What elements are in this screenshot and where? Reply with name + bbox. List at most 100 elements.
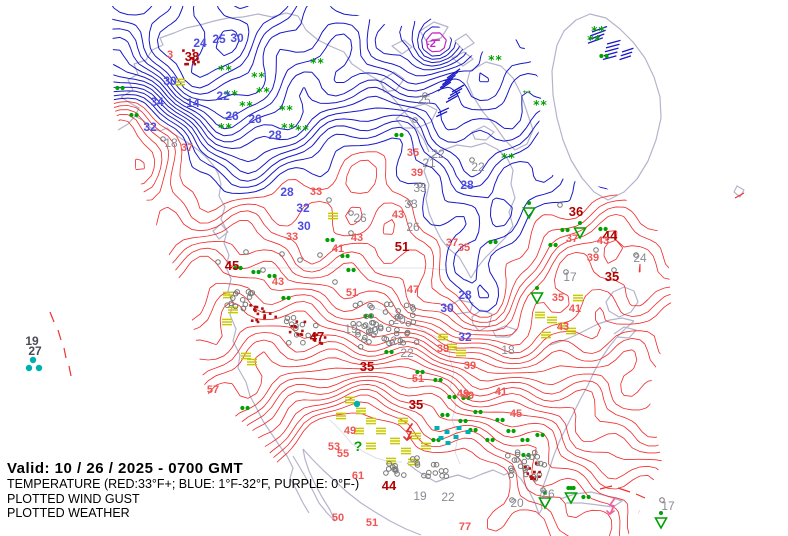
rain-dot [604,53,609,59]
purple-contour-label: -2 [426,38,436,50]
rain-icon [581,494,591,500]
rain-dot [120,85,125,91]
station-circle [413,339,420,346]
rain-icon [560,227,570,233]
warm-contour-label: 43 [272,276,284,288]
cold-contour-label: 28 [268,128,282,142]
wind-streak-line [444,71,459,82]
station-circle [366,339,372,345]
station-circle [394,471,400,477]
border-path [448,339,461,465]
warm-station-mark [261,307,264,310]
shower-icon [654,511,668,530]
rain-dot [458,418,463,424]
warm-station-mark [256,320,260,324]
rain-icon [495,417,505,423]
rain-dot [560,227,565,233]
station-circle [514,457,520,463]
shower-dot [535,286,539,290]
rain-dot [473,409,478,415]
rain-icon [473,409,483,415]
station-circle [348,230,354,236]
station-circle [243,249,249,255]
shower-dot [527,201,531,205]
station-circle [283,318,290,325]
warm-contour-label: 43 [392,209,404,221]
cold-contour-label: 34 [150,95,164,109]
station-circle [534,454,541,460]
station-circle [290,315,297,321]
wind-streak-icon [619,47,634,61]
rain-dot [351,267,356,273]
warm-temperature-contours [112,101,672,536]
fog-icon [366,442,376,450]
label-layer: 45 47 35 44 35 36 44 35 51 38 43 51 47 51 39 49 57 61 51 77… [25,31,675,533]
warm-contour-label: 43 [557,321,569,333]
coastline-path [212,223,229,240]
fog-icon [535,311,545,319]
station-circle [361,337,367,343]
station-circle [386,460,393,467]
station-circle [240,305,247,312]
wind-streak-line [591,25,608,33]
rain-dot [245,405,250,411]
wind-streak-line [605,43,620,49]
station-circle [230,295,236,301]
warm-station-mark [533,470,536,474]
rain-dot [553,242,558,248]
fog-icon [547,316,557,324]
station-circle [514,449,521,456]
station-circle [401,472,407,478]
station-temp-label: 17 [661,499,675,513]
rain-dot [267,273,272,279]
station-circle [383,336,390,343]
station-circle [260,267,266,273]
station-circle [417,182,423,188]
warm-contour-label: 33 [286,231,298,243]
station-temp-label: 22 [441,490,455,504]
station-circle [365,328,372,335]
station-temp-label: 18 [501,343,515,357]
rain-dot [129,112,134,118]
rain-dot [438,377,443,383]
fog-icon [376,427,386,435]
station-circle [517,463,524,470]
coastline-path [512,320,635,515]
coastline-path [466,61,534,151]
warm-contour-label: 39 [464,360,476,372]
station-circle [540,487,546,493]
warm-contour-label: 47 [407,284,419,296]
station-circle [356,321,362,327]
wind-streak-icon [437,68,461,92]
warm-station-mark [262,310,266,313]
rain-dot [490,437,495,443]
station-circle [525,454,531,460]
fog-icon [354,427,364,435]
wind-streak-line [589,33,605,41]
station-temp-label: 21 [390,334,404,348]
fog-icon [438,333,448,341]
station-circle [443,468,449,474]
shower-dot [659,511,663,515]
station-circle [422,92,428,98]
rain-dot [251,269,256,275]
rain-icon [548,242,558,248]
station-circle [284,315,291,322]
coastline-path [406,462,514,483]
rain-dot [511,428,516,434]
warm-station-mark [312,334,316,337]
warm-station-mark [255,305,259,309]
station-circle [414,455,420,461]
station-circle [529,454,535,461]
cold-contour-label: 24 [193,36,207,50]
temperature-legend-label: TEMPERATURE (RED:33°F+; BLUE: 1°F-32°F, … [7,477,360,492]
station-circle [246,294,253,300]
rain-icon [461,395,471,401]
station-circle [433,461,440,468]
contour-fragment [68,365,72,377]
weather-symbol-layer: ** ******** **** ** **** **********↔? [25,24,668,530]
rain-dot [415,369,420,375]
coastline-path [451,51,474,67]
wind-gust-label: 19 [25,334,39,348]
warm-contour-label: 57 [207,384,219,396]
